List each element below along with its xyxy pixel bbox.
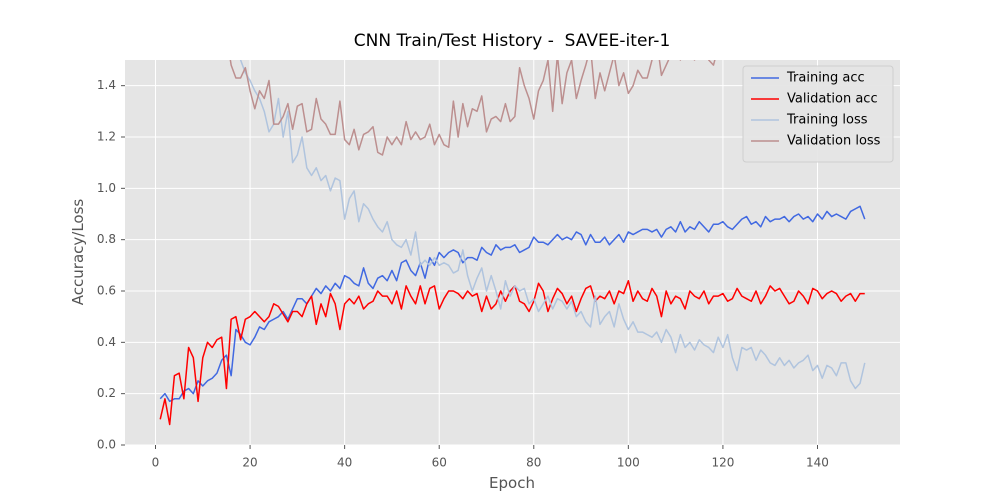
y-axis-label: Accuracy/Loss	[69, 199, 87, 306]
x-tick-label: 60	[432, 456, 447, 470]
y-tick-label: 1.4	[97, 78, 116, 92]
y-tick-label: 0.6	[97, 284, 116, 298]
legend-box	[742, 65, 894, 163]
series-line	[239, 60, 866, 390]
y-tick-label: 1.0	[97, 181, 116, 195]
x-tick-label: 0	[152, 456, 160, 470]
x-axis-label: Epoch	[489, 474, 535, 492]
y-tick-label: 1.2	[97, 130, 116, 144]
legend-label: Validation acc	[787, 92, 878, 107]
series-line	[159, 279, 865, 426]
x-tick-label: 140	[806, 456, 829, 470]
legend-label: Training loss	[786, 113, 868, 128]
y-tick-label: 0.2	[97, 386, 116, 400]
y-tick-label: 0.0	[97, 438, 116, 452]
y-tick-label: 0.8	[97, 232, 116, 246]
series-line	[229, 60, 716, 156]
x-tick-label: 20	[242, 456, 257, 470]
y-tick-label: 0.4	[97, 335, 116, 349]
legend-label: Training acc	[786, 71, 865, 86]
legend-label: Validation loss	[787, 134, 881, 149]
x-tick-label: 100	[617, 456, 640, 470]
series-line	[159, 205, 866, 403]
chart-title: CNN Train/Test History - SAVEE-iter-1	[354, 31, 671, 51]
x-tick-label: 120	[711, 456, 734, 470]
x-tick-label: 80	[526, 456, 541, 470]
x-tick-label: 40	[337, 456, 352, 470]
